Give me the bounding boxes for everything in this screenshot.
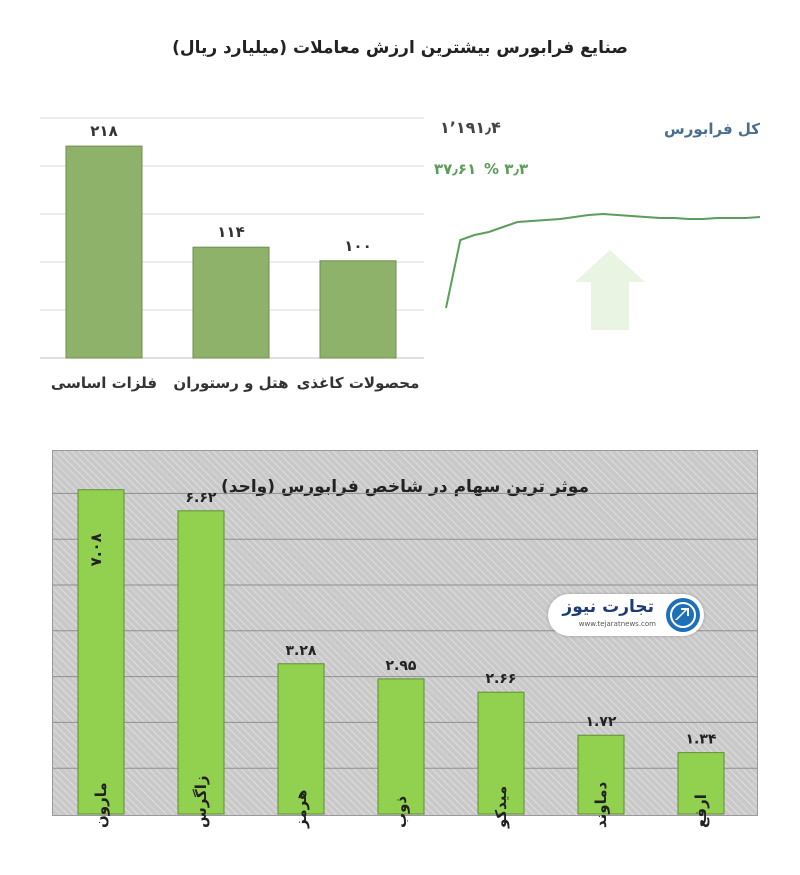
bar-1: [192, 246, 270, 359]
logo-url: www.tejaratnews.com: [578, 620, 656, 628]
category-label: زاگرس: [192, 775, 210, 828]
category-label: مارون: [92, 782, 110, 828]
stocks-bars: [77, 489, 725, 815]
category-label: فلزات اساسی: [51, 374, 157, 392]
bar-0: [77, 489, 125, 815]
bar-value-label: ۶.۶۲: [186, 490, 217, 506]
index-line-chart: [445, 212, 761, 330]
bar-value-label: ۱.۷۲: [586, 714, 617, 730]
bar-1: [177, 510, 225, 815]
index-series-line: [445, 212, 761, 309]
trend-up-arrow-icon: [575, 250, 645, 330]
bar-6: [677, 752, 725, 815]
logo-arrow-icon: [666, 598, 700, 632]
bar-2: [277, 663, 325, 815]
bar-value-label: ۲.۹۵: [386, 658, 417, 674]
bar-4: [477, 691, 525, 815]
bar-value-label: ۱۱۴: [217, 223, 244, 241]
industries-labels: ۲۱۸ فلزات اساسی ۱۱۴ هتل و رستوران ۱۰۰ محصولات…: [51, 122, 419, 392]
bar-value-label: ۱۰۰: [344, 237, 371, 255]
bar-value-label: ۳.۲۸: [286, 643, 317, 659]
bar-value-label: ۱.۳۴: [686, 732, 717, 748]
category-label: محصولات کاغذی: [297, 374, 420, 392]
bar-5: [577, 734, 625, 815]
index-change-value: ۳۷٫۶۱: [434, 160, 477, 178]
industries-bars: [65, 145, 397, 359]
category-label: هتل و رستوران: [173, 374, 288, 392]
bar-value-label: ۲.۶۶: [486, 671, 517, 687]
bar-3: [377, 678, 425, 815]
index-series-label: کل فرابورس: [664, 120, 760, 138]
index-change-percent: ۳٫۳ %: [484, 160, 529, 178]
category-label: ذوب: [392, 796, 410, 828]
page-title: صنایع فرابورس بیشترین ارزش معاملات (میلی…: [172, 38, 628, 58]
industries-bar-chart: ۲۱۸ فلزات اساسی ۱۱۴ هتل و رستوران ۱۰۰ محصولات…: [40, 117, 424, 392]
category-label: میدکو: [492, 786, 510, 829]
bar-value-label: ۷.۰۸: [87, 533, 105, 566]
stocks-labels: ۷.۰۸ مارون ۶.۶۲ زاگرس ۳.۲۸ هرمز ۲.۹۵ ذوب ۲.۶۶ مید…: [87, 490, 717, 829]
category-label: ارفع: [692, 794, 710, 828]
bar-value-label: ۲۱۸: [90, 122, 117, 140]
stocks-chart-title: موثر ترین سهام در شاخص فرابورس (واحد): [221, 477, 589, 497]
bar-2: [319, 260, 397, 359]
category-label: هرمز: [292, 790, 310, 829]
index-value: ۱٬۱۹۱٫۴: [440, 118, 501, 137]
logo-text: تجارت نیوز: [562, 597, 654, 617]
bar-0: [65, 145, 143, 359]
category-label: دماوند: [592, 781, 610, 828]
tejaratnews-logo: تجارت نیوز www.tejaratnews.com: [548, 594, 704, 636]
